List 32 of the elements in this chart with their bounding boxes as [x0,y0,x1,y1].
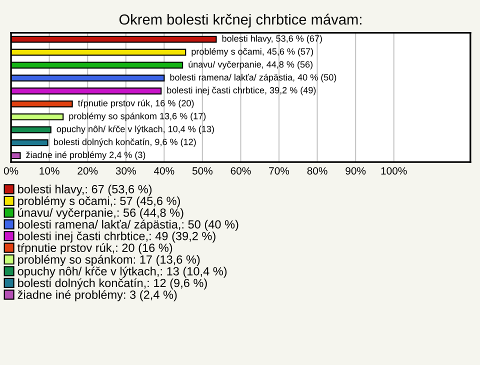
legend-label: problémy s očami,: 57 (45,6 %) [18,196,180,208]
x-tick-label: 70% [269,167,290,175]
x-tick-label: 0% [4,167,18,175]
legend-label: bolesti dolných končatín,: 12 (9,6 %) [18,278,207,290]
legend-label: bolesti hlavy,: 67 (53,6 %) [18,184,152,196]
x-tick-label: 30% [116,167,136,175]
legend-label: opuchy nôh/ kŕče v lýtkach,: 13 (10,4 %) [18,266,227,278]
data-label: žiadne iné problémy 2,4 % (3) [26,151,146,160]
data-label: bolesti ramena/ lakťa/ zápästia, 40 % (50) [170,74,336,82]
legend-label: žiadne iné problémy: 3 (2,4 %) [18,290,177,302]
legend-label: bolesti inej časti chrbtice,: 49 (39,2 %) [18,232,216,243]
x-tick-label: 20% [78,167,98,175]
data-label: bolesti inej časti chrbtice, 39,2 % (49) [167,86,316,96]
x-tick-label: 50% [192,167,212,175]
x-tick-label: 60% [230,167,251,175]
data-label: bolesti dolných končatín, 9,6 % (12) [54,138,196,147]
data-label: problémy so spánkom 13,6 % (17) [69,112,206,122]
legend-label: problémy so spánkom: 17 (13,6 %) [18,254,200,266]
x-tick-label: 90% [346,167,366,175]
data-label: opuchy nôh/ kŕče v lýtkach, 10,4 % (13) [56,125,214,134]
data-label: bolesti hlavy, 53,6 % (67) [222,35,322,44]
data-label: únavu/ vyčerpanie, 44,8 % (56) [188,60,312,70]
x-tick-label: 80% [307,167,328,175]
legend-label: únavu/ vyčerpanie,: 56 (44,8 %) [18,208,184,220]
legend-label: tŕpnutie prstov rúk,: 20 (16 %) [18,243,172,254]
data-label: problémy s očami, 45,6 % (57) [192,48,314,56]
data-label: tŕpnutie prstov rúk, 16 % (20) [78,100,194,108]
chart-title: Okrem bolesti krčnej chrbtice mávam: [119,14,362,28]
x-tick-label: 100% [381,167,407,175]
x-tick-label: 40% [154,167,174,175]
x-tick-label: 10% [40,167,60,175]
legend-label: bolesti ramena/ lakťa/ zápästia,: 50 (40 %) [18,220,238,231]
